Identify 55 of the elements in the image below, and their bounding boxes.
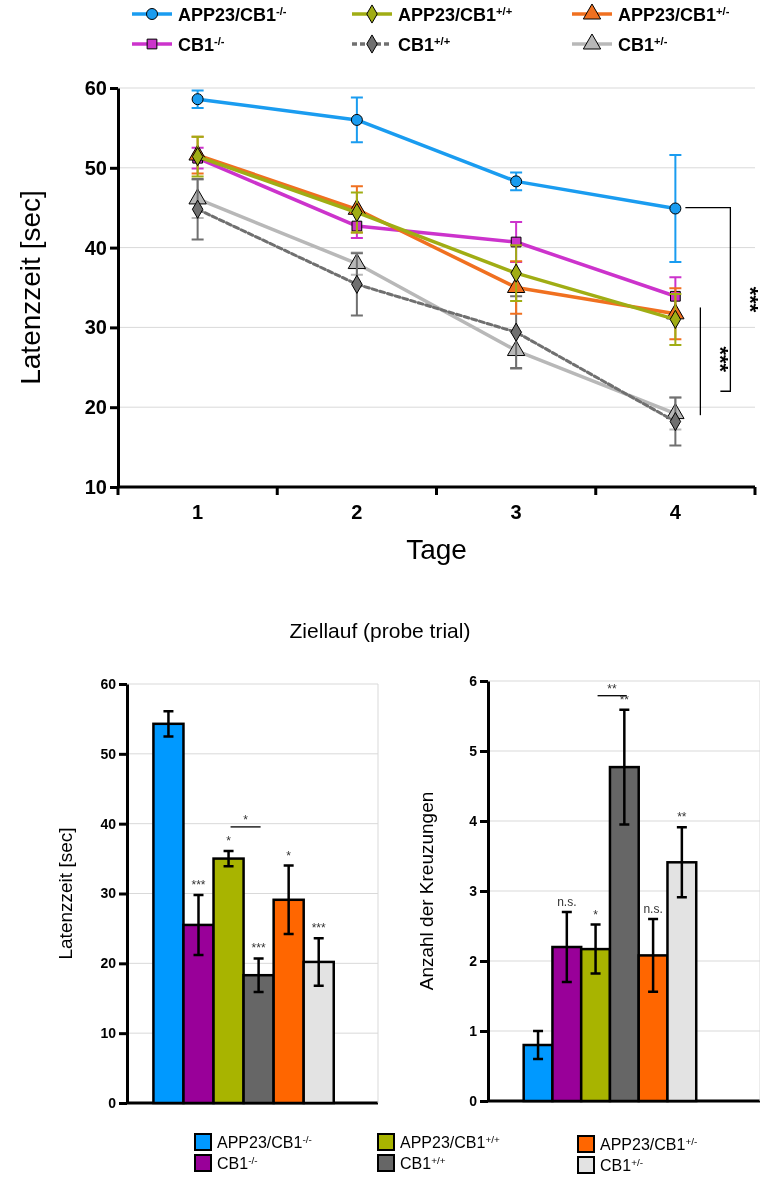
legend-label: CB1$^{+/+}$ xyxy=(400,1154,446,1172)
y-tick-label: 6 xyxy=(469,672,478,689)
y-tick-label: 10 xyxy=(100,1025,117,1042)
y-axis-title: Anzahl der Kreuzungen xyxy=(416,791,437,991)
y-tick-label: 0 xyxy=(469,1092,478,1109)
x-tick-label: 3 xyxy=(510,501,522,523)
y-axis-title: Latenzzeit [sec] xyxy=(15,190,46,385)
y-tick-label: 10 xyxy=(84,475,107,498)
y-tick-label: 20 xyxy=(84,396,107,419)
annotation: n.s. xyxy=(557,895,577,909)
annotation: ** xyxy=(607,681,617,696)
y-tick-label: 30 xyxy=(84,316,107,339)
y-tick-label: 60 xyxy=(100,675,117,692)
annotation: n.s. xyxy=(643,902,663,916)
annotation: ** xyxy=(677,810,687,825)
x-axis-title: Tage xyxy=(406,534,467,565)
legend-label: APP23/CB1$^{+/-}$ xyxy=(600,1135,698,1153)
y-tick-label: 4 xyxy=(469,812,478,829)
legend-label: CB1$^{+/-}$ xyxy=(600,1156,643,1174)
y-tick-label: 50 xyxy=(84,156,107,179)
legend-label: CB1$^{+/-}$ xyxy=(618,35,668,55)
annotation: * xyxy=(593,907,599,922)
legend-label: CB1$^{+/+}$ xyxy=(398,35,451,55)
y-tick-label: 40 xyxy=(84,236,107,259)
y-tick-label: 60 xyxy=(84,76,107,99)
y-tick-label: 20 xyxy=(100,955,117,972)
y-tick-label: 30 xyxy=(100,885,117,902)
legend-label: CB1$^{-/-}$ xyxy=(178,35,225,55)
y-tick-label: 1 xyxy=(469,1022,478,1039)
annotation: *** xyxy=(191,877,206,892)
y-axis-title: Latenzzeit [sec] xyxy=(55,827,76,960)
legend-label: APP23/CB1$^{+/+}$ xyxy=(400,1133,500,1151)
legend-label: APP23/CB1$^{-/-}$ xyxy=(178,5,287,25)
x-tick-label: 4 xyxy=(669,501,682,523)
legend-label: CB1$^{-/-}$ xyxy=(217,1154,258,1172)
annotation: * xyxy=(243,812,249,827)
y-tick-label: 3 xyxy=(469,882,478,899)
y-tick-label: 2 xyxy=(469,952,478,969)
legend-label: APP23/CB1$^{+/+}$ xyxy=(398,5,513,25)
legend-label: APP23/CB1$^{+/-}$ xyxy=(618,5,730,25)
y-tick-label: 40 xyxy=(100,815,117,832)
y-tick-label: 0 xyxy=(108,1094,117,1111)
annotation: * xyxy=(286,848,292,863)
annotation: *** xyxy=(738,286,760,313)
chart-title: Ziellauf (probe trial) xyxy=(289,619,471,642)
y-tick-label: 5 xyxy=(469,742,478,759)
y-tick-label: 50 xyxy=(100,745,117,762)
legend-label: APP23/CB1$^{-/-}$ xyxy=(217,1133,312,1151)
x-tick-label: 1 xyxy=(192,501,204,523)
annotation: *** xyxy=(251,941,266,956)
annotation: *** xyxy=(311,921,327,936)
annotation: * xyxy=(226,833,232,848)
annotation: ** xyxy=(619,692,630,707)
annotation: *** xyxy=(708,346,734,373)
x-tick-label: 2 xyxy=(351,501,363,523)
